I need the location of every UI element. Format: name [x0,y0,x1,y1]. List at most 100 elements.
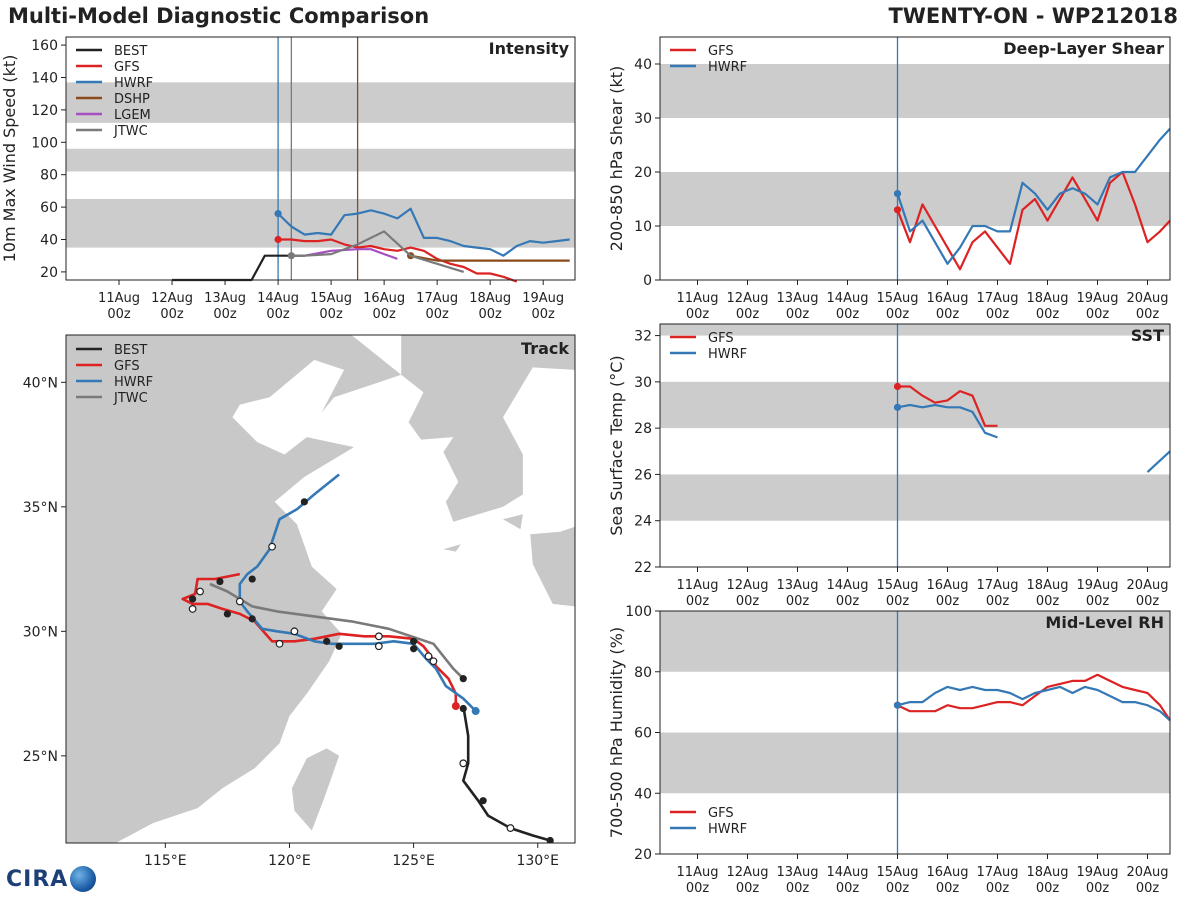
y-tick-label: 120 [31,103,58,119]
y-tick-label: 20 [634,165,652,181]
x-tick-label: 15Aug [877,865,919,880]
x-tick-label: 00z [986,307,1010,322]
legend-label: DSHP [114,92,150,107]
legend-label: BEST [114,343,147,358]
jeju-land [443,544,461,552]
shaded-band [66,199,575,248]
series-line-lgem [291,248,398,260]
start-point-hwrf [893,190,902,198]
y-tick-label: 100 [625,604,652,620]
x-tick-label: 12Aug [727,578,769,593]
x-tick-label: 13Aug [777,865,819,880]
logo-text: CIRA [6,866,69,892]
rh-panel: 2040608010011Aug00z12Aug00z13Aug00z14Aug… [607,604,1171,896]
track-panel: 115°E 120°E 125°E 130°E 25°N 30°N 35°N 40°N Trac… [23,334,576,869]
track-point-filled [323,637,331,645]
legend-label: GFS [114,359,140,374]
y-tick-label: 30 [634,111,652,127]
x-tick-label: 130°E [516,853,559,869]
track-point-open [290,627,299,636]
track-point-open [374,632,383,641]
track-point-open [275,639,284,648]
track-point-filled [410,645,418,653]
y-tick-label: 60 [40,200,58,216]
series-line-dshp [410,254,570,262]
x-tick-label: 12Aug [727,291,769,306]
left-title: Multi-Model Diagnostic Comparison [8,4,430,28]
x-tick-label: 12Aug [727,865,769,880]
x-tick-label: 18Aug [469,291,511,306]
legend-label: LGEM [114,108,151,123]
x-tick-label: 00z [736,307,760,322]
legend-label: HWRF [114,375,153,390]
x-tick-label: 00z [886,594,910,609]
x-tick-label: 125°E [392,853,435,869]
track-point-filled [546,836,554,843]
track-point-filled [189,595,197,603]
taiwan-land [291,748,340,831]
panel-title: Mid-Level RH [1045,613,1164,632]
x-tick-label: 19Aug [1077,291,1119,306]
x-tick-label: 18Aug [1027,578,1069,593]
x-tick-label: 00z [532,307,556,322]
track-point-filled [410,637,418,645]
x-tick-label: 19Aug [522,291,564,306]
y-axis-label: 10m Max Wind Speed (kt) [0,55,19,263]
series-line-hwrf [897,685,1171,722]
track-line-best [461,705,551,842]
panel-title: Deep-Layer Shear [1003,39,1164,58]
x-tick-label: 00z [1136,594,1160,609]
track-point-open [374,642,383,651]
kyushu-land [530,526,575,607]
panel-title: Track [521,339,569,358]
track-start-gfs [451,702,460,711]
x-tick-label: 18Aug [1027,291,1069,306]
tsushima-land [503,514,523,530]
y-tick-label: 40 [40,233,58,249]
track-point-filled [479,797,487,805]
shaded-band [66,82,575,123]
x-tick-label: 00z [1086,307,1110,322]
x-tick-label: 14Aug [827,865,869,880]
globe-icon [70,866,97,892]
legend-label: GFS [708,331,734,346]
shaded-band [660,324,1170,336]
legend-label: BEST [114,44,147,59]
y-tick-label: 32 [634,329,652,345]
x-tick-label: 00z [1136,307,1160,322]
x-tick-label: 00z [836,307,860,322]
series-line-jtwc [291,230,465,273]
mainland-land [66,335,402,843]
plot-frame [65,334,576,844]
x-tick-label: 00z [266,307,290,322]
legend-label: HWRF [708,60,747,75]
x-tick-label: 18Aug [1027,865,1069,880]
track-point-filled [216,577,224,586]
legend-label: HWRF [708,822,747,837]
shaded-band [660,64,1170,118]
shaded-band [66,148,575,172]
track-point-filled [459,704,467,713]
y-tick-label: 35°N [23,500,58,516]
track-point-open [196,587,204,596]
x-tick-label: 13Aug [777,578,819,593]
x-tick-label: 00z [936,307,960,322]
series-line-best [172,254,305,282]
x-tick-label: 00z [1086,594,1110,609]
x-tick-label: 19Aug [1077,865,1119,880]
y-tick-label: 24 [634,514,652,530]
track-point-filled [459,675,467,683]
x-tick-label: 17Aug [977,865,1019,880]
panel-title: SST [1131,326,1164,345]
x-tick-label: 14Aug [827,578,869,593]
legend-label: GFS [708,44,734,59]
track-point-filled [248,575,256,583]
shaded-band [660,611,1170,672]
series-line-gfs [896,170,1171,271]
x-tick-label: 00z [686,881,710,896]
shaded-band [660,732,1170,794]
x-tick-label: 00z [736,594,760,609]
x-tick-label: 14Aug [257,291,299,306]
plot-frame [659,323,1171,568]
